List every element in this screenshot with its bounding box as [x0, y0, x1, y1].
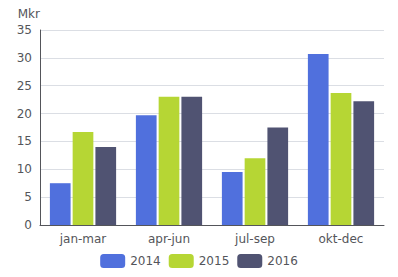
svg-text:0: 0 — [24, 218, 32, 232]
svg-text:apr-jun: apr-jun — [148, 232, 190, 246]
svg-text:2016: 2016 — [267, 254, 298, 268]
svg-text:2015: 2015 — [199, 254, 230, 268]
svg-text:jul-sep: jul-sep — [234, 232, 275, 246]
svg-text:15: 15 — [17, 134, 32, 148]
svg-text:30: 30 — [17, 51, 32, 65]
svg-text:5: 5 — [24, 190, 32, 204]
svg-text:jan-mar: jan-mar — [59, 232, 107, 246]
svg-text:10: 10 — [17, 162, 32, 176]
svg-text:2014: 2014 — [130, 254, 161, 268]
svg-text:Mkr: Mkr — [18, 7, 40, 21]
svg-text:20: 20 — [17, 107, 32, 121]
svg-text:okt-dec: okt-dec — [319, 232, 364, 246]
svg-text:35: 35 — [17, 23, 32, 37]
svg-text:25: 25 — [17, 79, 32, 93]
